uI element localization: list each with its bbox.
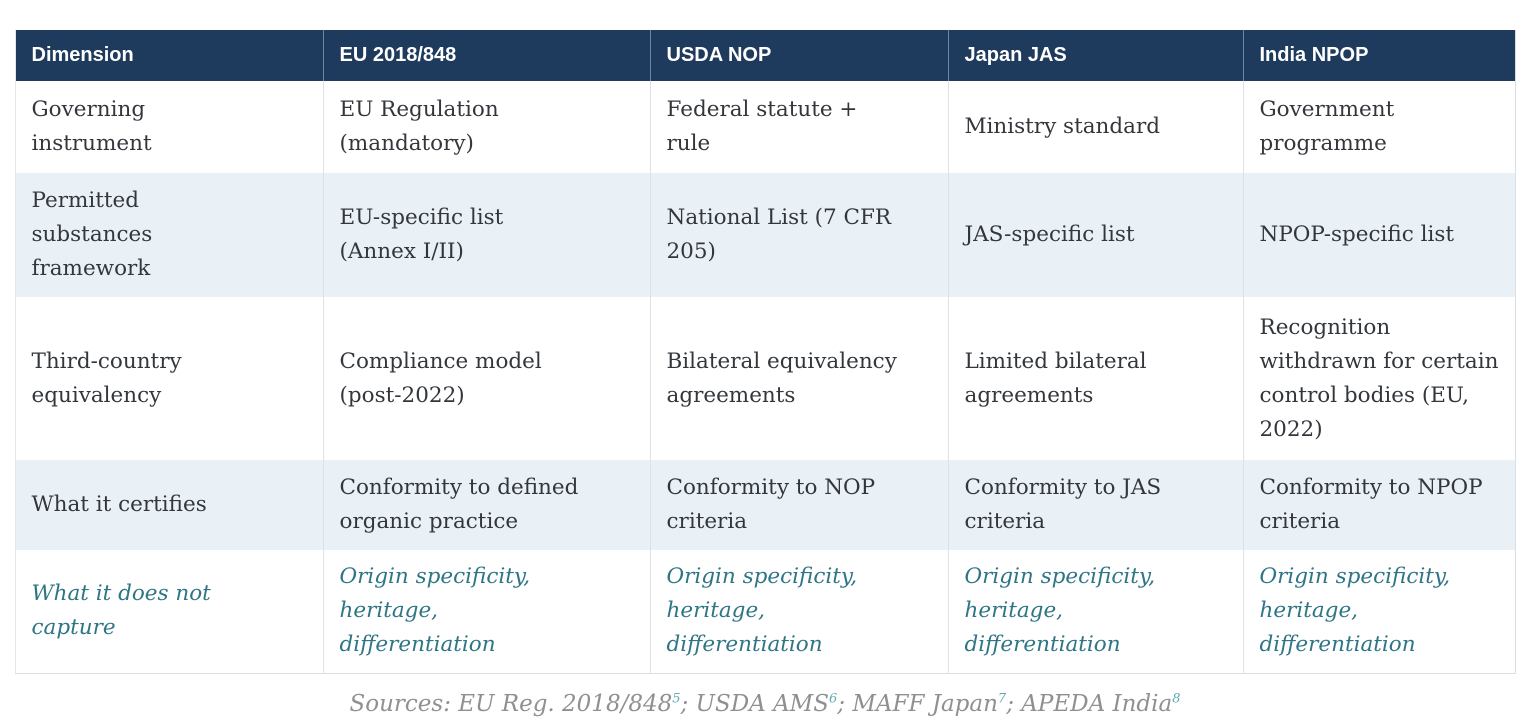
table-cell: Limited bilateral agreements (948, 297, 1244, 460)
table-cell: Recognition withdrawn for certain contro… (1243, 297, 1515, 460)
table-cell: Federal statute + rule (650, 81, 949, 173)
table-cell: Ministry standard (948, 81, 1244, 173)
table-row-what-it-does-not-capture: What it does not capture Origin specific… (15, 550, 1515, 673)
table-cell: NPOP-specific list (1243, 173, 1515, 297)
table-cell: EU-specific list (Annex I/II) (323, 173, 651, 297)
table-cell: JAS-specific list (948, 173, 1244, 297)
source-text: ; USDA AMS (680, 690, 829, 717)
table-row-permitted-substances: Permitted substances framework EU-specif… (15, 173, 1515, 297)
row-label: Third-country equivalency (15, 297, 324, 460)
footnote-reference: 7 (997, 690, 1007, 706)
footnote-reference: 6 (829, 690, 838, 706)
table-cell: Conformity to NOP criteria (650, 460, 949, 550)
table-row-governing-instrument: Governing instrument EU Regulation (mand… (15, 81, 1515, 173)
table-cell: Origin specificity, heritage, differenti… (948, 550, 1244, 673)
footnote-reference: 5 (672, 690, 681, 706)
table-cell: Conformity to defined organic practice (323, 460, 651, 550)
row-label: Governing instrument (15, 81, 324, 173)
column-header-india-npop: India NPOP (1243, 30, 1515, 81)
table-cell: EU Regulation (mandatory) (323, 81, 651, 173)
row-label: What it does not capture (15, 550, 324, 673)
column-header-eu-2018-848: EU 2018/848 (323, 30, 651, 81)
table-header: Dimension EU 2018/848 USDA NOP Japan JAS… (15, 30, 1515, 81)
table-row-what-it-certifies: What it certifies Conformity to defined … (15, 460, 1515, 550)
sources-footnote: Sources: EU Reg. 2018/8485; USDA AMS6; M… (0, 689, 1530, 719)
table-cell: Origin specificity, heritage, differenti… (650, 550, 949, 673)
source-text: ; APEDA India (1006, 690, 1173, 717)
standards-comparison-table: Dimension EU 2018/848 USDA NOP Japan JAS… (14, 30, 1516, 674)
footnote-reference: 8 (1172, 690, 1181, 706)
column-header-usda-nop: USDA NOP (650, 30, 949, 81)
source-text: Sources: EU Reg. 2018/848 (349, 690, 673, 717)
header-row: Dimension EU 2018/848 USDA NOP Japan JAS… (15, 30, 1515, 81)
table-cell: Bilateral equivalency agreements (650, 297, 949, 460)
table-cell: Conformity to NPOP criteria (1243, 460, 1515, 550)
column-header-dimension: Dimension (15, 30, 324, 81)
source-text: ; MAFF Japan (837, 690, 998, 717)
row-label: What it certifies (15, 460, 324, 550)
table-cell: Origin specificity, heritage, differenti… (1243, 550, 1515, 673)
table-cell: Conformity to JAS criteria (948, 460, 1244, 550)
table-cell: Government programme (1243, 81, 1515, 173)
table-cell: Origin specificity, heritage, differenti… (323, 550, 651, 673)
row-label: Permitted substances framework (15, 173, 324, 297)
table-cell: National List (7 CFR 205) (650, 173, 949, 297)
column-header-japan-jas: Japan JAS (948, 30, 1244, 81)
table-row-third-country-equivalency: Third-country equivalency Compliance mod… (15, 297, 1515, 460)
table-cell: Compliance model (post-2022) (323, 297, 651, 460)
